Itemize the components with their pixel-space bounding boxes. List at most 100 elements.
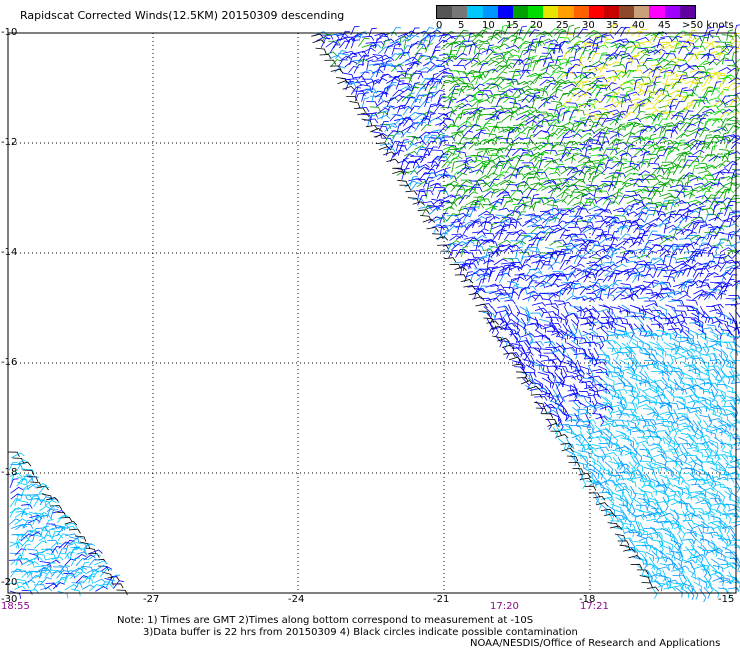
wind-barb bbox=[468, 142, 482, 150]
wind-barb bbox=[512, 37, 521, 47]
wind-barb bbox=[435, 113, 448, 120]
wind-barb bbox=[612, 125, 626, 132]
wind-barb bbox=[594, 269, 603, 281]
wind-barb bbox=[703, 60, 718, 66]
wind-barb bbox=[401, 94, 414, 102]
wind-barb bbox=[64, 551, 75, 559]
wind-barb bbox=[457, 214, 471, 222]
wind-barb bbox=[450, 184, 462, 192]
wind-barb bbox=[592, 35, 606, 43]
wind-barb bbox=[729, 354, 736, 368]
wind-barb bbox=[656, 359, 666, 371]
wind-barb bbox=[445, 55, 458, 66]
wind-barb bbox=[670, 112, 683, 120]
wind-barb bbox=[21, 544, 31, 555]
wind-barb bbox=[498, 273, 510, 284]
wind-barb bbox=[574, 208, 585, 218]
wind-barb bbox=[9, 541, 24, 547]
wind-barb bbox=[607, 522, 619, 529]
wind-barb bbox=[562, 51, 571, 61]
wind-barb bbox=[518, 359, 526, 372]
wind-barb bbox=[715, 100, 726, 107]
wind-barb bbox=[711, 547, 724, 552]
wind-barb bbox=[460, 279, 474, 284]
wind-barb bbox=[600, 467, 610, 476]
wind-barb bbox=[700, 52, 713, 59]
wind-barb bbox=[21, 558, 34, 566]
wind-barb bbox=[594, 91, 603, 103]
wind-barb bbox=[674, 320, 688, 325]
wind-barb bbox=[625, 467, 633, 479]
wind-barb bbox=[448, 92, 458, 104]
wind-barb bbox=[521, 113, 535, 121]
wind-barb bbox=[562, 346, 576, 352]
wind-barb bbox=[556, 335, 567, 344]
wind-barb bbox=[659, 520, 673, 526]
wind-barb bbox=[720, 486, 733, 494]
wind-barb bbox=[617, 210, 630, 217]
wind-barb bbox=[416, 181, 429, 188]
wind-barb bbox=[663, 60, 677, 68]
wind-barb bbox=[584, 485, 597, 491]
wind-barb bbox=[721, 371, 731, 385]
wind-barb bbox=[484, 69, 496, 79]
wind-barb bbox=[530, 73, 543, 79]
wind-barb bbox=[423, 147, 434, 156]
wind-barb bbox=[703, 342, 710, 355]
wind-barb bbox=[401, 125, 416, 132]
wind-barb bbox=[548, 293, 560, 300]
wind-barb bbox=[21, 508, 30, 518]
wind-barb bbox=[526, 61, 535, 74]
wind-barb bbox=[512, 88, 524, 97]
wind-barb bbox=[490, 29, 501, 41]
wind-barb bbox=[636, 254, 651, 259]
wind-barb bbox=[663, 520, 678, 525]
wind-barb bbox=[642, 144, 656, 150]
wind-barb bbox=[686, 174, 699, 182]
wind-barb bbox=[713, 275, 727, 281]
wind-barb bbox=[15, 570, 29, 576]
wind-barb bbox=[732, 317, 738, 332]
wind-barb bbox=[627, 293, 639, 299]
wind-barb bbox=[652, 281, 666, 289]
wind-barb bbox=[587, 50, 597, 61]
wind-barb bbox=[655, 146, 666, 156]
wind-barb bbox=[669, 585, 684, 590]
wind-barb bbox=[432, 104, 445, 115]
wind-barb bbox=[677, 366, 685, 379]
wind-barb bbox=[641, 126, 653, 134]
wind-barb bbox=[593, 215, 604, 222]
wind-barb bbox=[554, 103, 563, 115]
wind-barb bbox=[666, 269, 678, 275]
wind-barb bbox=[88, 558, 100, 566]
wind-barb bbox=[566, 256, 576, 265]
wind-barb bbox=[658, 219, 670, 228]
wind-barb bbox=[526, 290, 539, 295]
wind-barb bbox=[606, 149, 618, 155]
wind-barb bbox=[499, 192, 511, 198]
wind-barb bbox=[494, 60, 508, 67]
wind-barb bbox=[416, 39, 428, 49]
wind-barb bbox=[609, 248, 621, 258]
wind-barb bbox=[566, 24, 575, 36]
wind-barb bbox=[563, 81, 578, 87]
wind-barb bbox=[582, 220, 594, 228]
wind-barb bbox=[627, 479, 637, 488]
wind-barb bbox=[730, 421, 740, 426]
wind-barb bbox=[728, 260, 740, 266]
wind-barb bbox=[8, 518, 21, 525]
wind-barb bbox=[545, 231, 557, 242]
wind-barb bbox=[716, 388, 726, 398]
wind-barb bbox=[662, 540, 674, 550]
wind-barb bbox=[707, 365, 721, 371]
wind-barb bbox=[636, 65, 649, 70]
wind-barb bbox=[504, 245, 516, 253]
wind-barb bbox=[562, 221, 576, 229]
wind-barb bbox=[596, 402, 607, 411]
wind-barb bbox=[654, 269, 668, 275]
wind-barb bbox=[670, 306, 678, 320]
wind-barb bbox=[502, 51, 511, 62]
wind-barb bbox=[565, 437, 571, 450]
wind-barb bbox=[691, 164, 700, 175]
wind-barb bbox=[525, 115, 540, 122]
